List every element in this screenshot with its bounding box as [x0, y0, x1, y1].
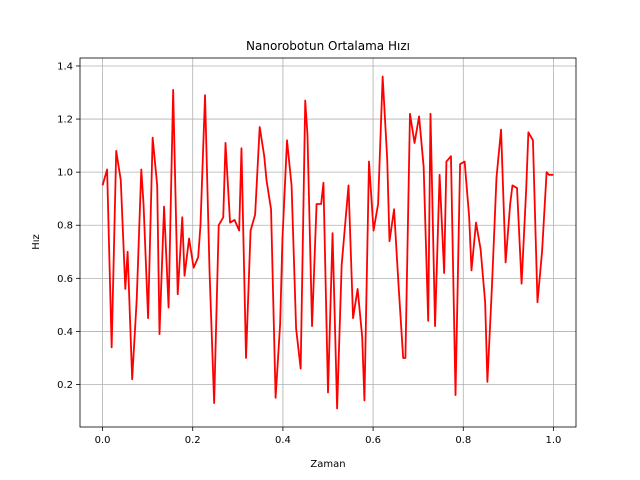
- x-axis-label: Zaman: [310, 459, 345, 470]
- series-line: [101, 75, 554, 410]
- y-axis-ticks: 0.2 0.4 0.6 0.8 1.0 1.2 1.4: [57, 61, 80, 391]
- x-tick-label: 0.4: [275, 435, 291, 446]
- y-tick-label: 1.2: [57, 115, 73, 126]
- x-axis-ticks: 0.0 0.2 0.4 0.6 0.8 1.0: [95, 427, 562, 446]
- x-tick-label: 1.0: [546, 435, 562, 446]
- x-tick-label: 0.8: [455, 435, 471, 446]
- x-tick-label: 0.0: [95, 435, 111, 446]
- y-tick-label: 0.4: [57, 327, 73, 338]
- plot-frame: [79, 57, 577, 428]
- chart-title: Nanorobotun Ortalama Hızı: [246, 39, 410, 53]
- y-axis-label: Hız: [31, 234, 42, 250]
- y-tick-label: 1.4: [57, 61, 73, 72]
- y-tick-label: 0.8: [57, 221, 73, 232]
- y-tick-label: 0.6: [57, 274, 73, 285]
- grid-lines: [80, 58, 576, 427]
- x-tick-label: 0.2: [185, 435, 201, 446]
- y-tick-label: 1.0: [57, 168, 73, 179]
- y-tick-label: 0.2: [57, 380, 73, 391]
- x-tick-label: 0.6: [365, 435, 381, 446]
